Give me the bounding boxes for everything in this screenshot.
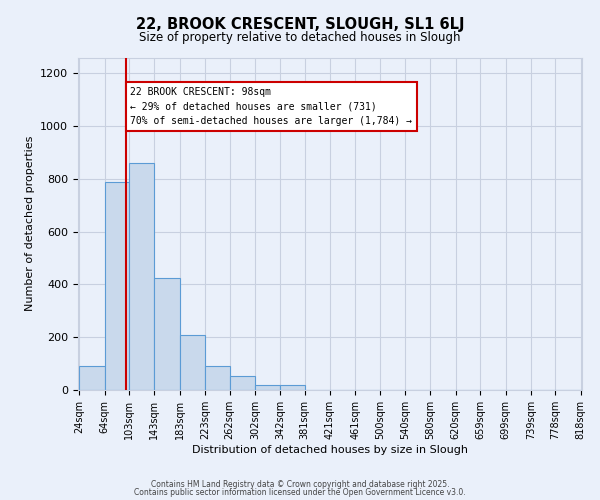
Bar: [255, 384, 280, 390]
Text: Contains HM Land Registry data © Crown copyright and database right 2025.: Contains HM Land Registry data © Crown c…: [151, 480, 449, 489]
Bar: [104, 182, 129, 390]
Text: Size of property relative to detached houses in Slough: Size of property relative to detached ho…: [139, 31, 461, 44]
Bar: [230, 376, 255, 390]
Bar: [129, 163, 154, 390]
Bar: [154, 278, 179, 390]
X-axis label: Distribution of detached houses by size in Slough: Distribution of detached houses by size …: [192, 444, 468, 454]
Text: 22 BROOK CRESCENT: 98sqm
← 29% of detached houses are smaller (731)
70% of semi-: 22 BROOK CRESCENT: 98sqm ← 29% of detach…: [130, 86, 412, 126]
Bar: [280, 385, 305, 390]
Bar: [205, 366, 230, 390]
Y-axis label: Number of detached properties: Number of detached properties: [25, 136, 35, 312]
Text: Contains public sector information licensed under the Open Government Licence v3: Contains public sector information licen…: [134, 488, 466, 497]
Bar: [79, 366, 104, 390]
Text: 22, BROOK CRESCENT, SLOUGH, SL1 6LJ: 22, BROOK CRESCENT, SLOUGH, SL1 6LJ: [136, 18, 464, 32]
Bar: [179, 334, 205, 390]
